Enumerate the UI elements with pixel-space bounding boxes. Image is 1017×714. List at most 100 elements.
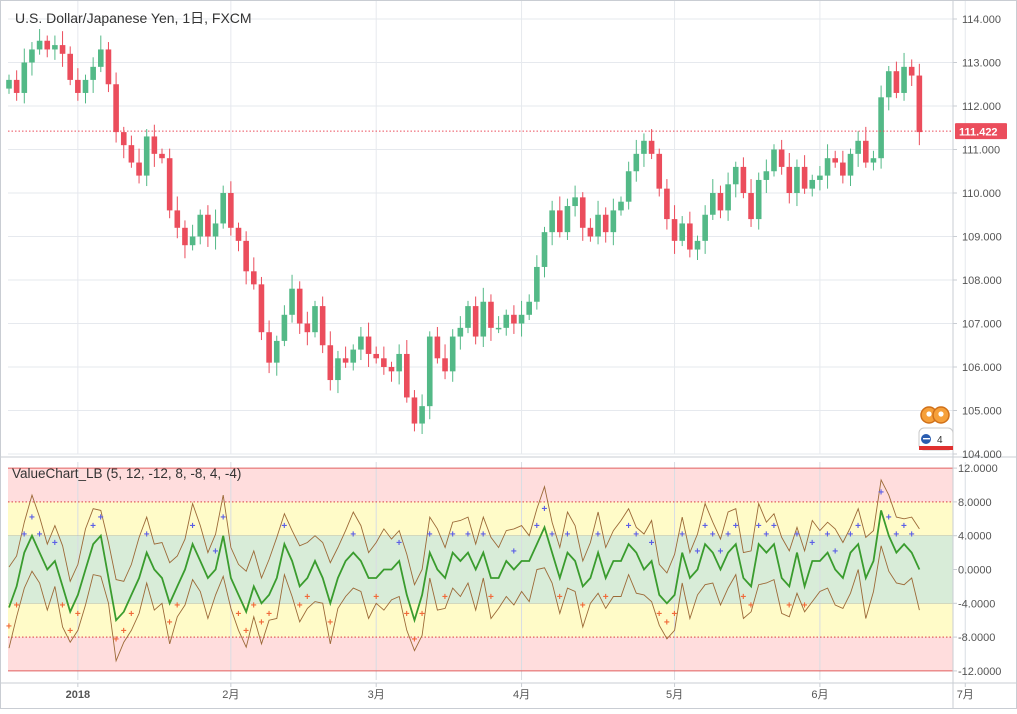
candle xyxy=(273,335,280,376)
value-marker: + xyxy=(60,600,66,611)
candle xyxy=(449,329,456,382)
candle-body xyxy=(13,79,20,93)
value-marker: + xyxy=(75,609,81,620)
candle xyxy=(587,218,594,242)
candle xyxy=(863,126,869,168)
candle-body xyxy=(113,84,119,133)
value-marker: + xyxy=(695,546,701,557)
value-marker: + xyxy=(52,538,58,549)
candle xyxy=(335,350,341,394)
candle-body xyxy=(388,367,395,372)
candle xyxy=(312,300,318,338)
candle xyxy=(434,326,441,364)
candle-body xyxy=(526,301,532,315)
candle xyxy=(189,224,196,251)
candle-body xyxy=(90,66,96,80)
candle-body xyxy=(618,201,624,211)
candle-body xyxy=(457,327,464,337)
candle xyxy=(159,148,165,164)
osc-y-tick-label: 12.0000 xyxy=(958,463,998,475)
y-tick-label: 110.000 xyxy=(962,188,1001,200)
candle xyxy=(893,61,900,99)
candle-body xyxy=(847,153,854,176)
candle-body xyxy=(296,288,303,324)
candle xyxy=(648,129,655,160)
candle xyxy=(503,309,510,336)
value-marker: + xyxy=(832,546,838,557)
candle xyxy=(143,129,150,187)
candle-body xyxy=(75,79,81,93)
candle xyxy=(6,74,12,94)
value-marker: + xyxy=(825,530,831,541)
candle xyxy=(120,126,127,159)
value-marker: + xyxy=(258,617,264,628)
candle xyxy=(664,179,670,230)
candle xyxy=(717,185,724,219)
value-marker: + xyxy=(488,592,494,603)
candle xyxy=(29,42,35,76)
candle-body xyxy=(641,140,647,154)
widget-badge: 4 xyxy=(937,435,943,446)
candle-body xyxy=(885,71,892,98)
candle xyxy=(212,209,219,250)
candle xyxy=(174,196,181,239)
candle xyxy=(373,346,379,364)
value-marker: + xyxy=(725,530,731,541)
candle-body xyxy=(801,166,808,189)
osc-y-tick-label: -4.0000 xyxy=(958,598,995,610)
candle-body xyxy=(52,45,58,50)
candle-body xyxy=(235,227,242,241)
candle xyxy=(732,161,739,198)
value-marker: + xyxy=(304,592,310,603)
candle xyxy=(44,35,51,58)
candle xyxy=(595,200,601,245)
candle-body xyxy=(182,227,188,246)
candle-body xyxy=(817,175,823,180)
candle-body xyxy=(557,210,563,233)
candle-body xyxy=(549,210,555,233)
candle xyxy=(205,205,211,247)
candle-body xyxy=(778,149,785,167)
candle-body xyxy=(243,240,249,272)
candle xyxy=(809,174,816,197)
value-marker: + xyxy=(549,530,555,541)
candle-body xyxy=(381,358,387,367)
candle-body xyxy=(136,162,142,176)
candle-body xyxy=(664,188,670,220)
candle xyxy=(541,226,548,278)
candle-body xyxy=(281,314,288,341)
candle-body xyxy=(572,197,578,207)
value-marker: + xyxy=(297,600,303,611)
last-price-label: 111.422 xyxy=(959,127,998,139)
candle xyxy=(480,287,487,347)
candle-body xyxy=(128,145,135,163)
candle xyxy=(105,42,112,93)
candle xyxy=(21,48,28,104)
candle xyxy=(113,72,119,143)
value-marker: + xyxy=(886,513,892,524)
candle-body xyxy=(411,397,418,424)
value-marker: + xyxy=(848,530,854,541)
osc-y-tick-label: 4.0000 xyxy=(958,531,992,543)
candle xyxy=(610,198,617,246)
candle xyxy=(671,205,678,254)
candle xyxy=(878,85,884,169)
candle xyxy=(52,35,58,60)
value-marker: + xyxy=(113,634,119,645)
candle-body xyxy=(564,206,571,233)
candle xyxy=(182,220,188,259)
value-marker: + xyxy=(174,600,180,611)
candle xyxy=(817,166,823,191)
flag-widget-icon[interactable]: 4 xyxy=(917,400,957,454)
candle xyxy=(786,152,793,204)
value-marker: + xyxy=(121,626,127,637)
candle xyxy=(495,316,502,334)
candle-body xyxy=(579,197,586,228)
candle xyxy=(151,124,158,167)
value-marker: + xyxy=(740,592,746,603)
candle xyxy=(794,159,800,207)
y-tick-label: 109.000 xyxy=(962,232,1002,244)
candle xyxy=(358,326,364,361)
value-marker: + xyxy=(350,530,356,541)
candle-body xyxy=(732,166,739,185)
